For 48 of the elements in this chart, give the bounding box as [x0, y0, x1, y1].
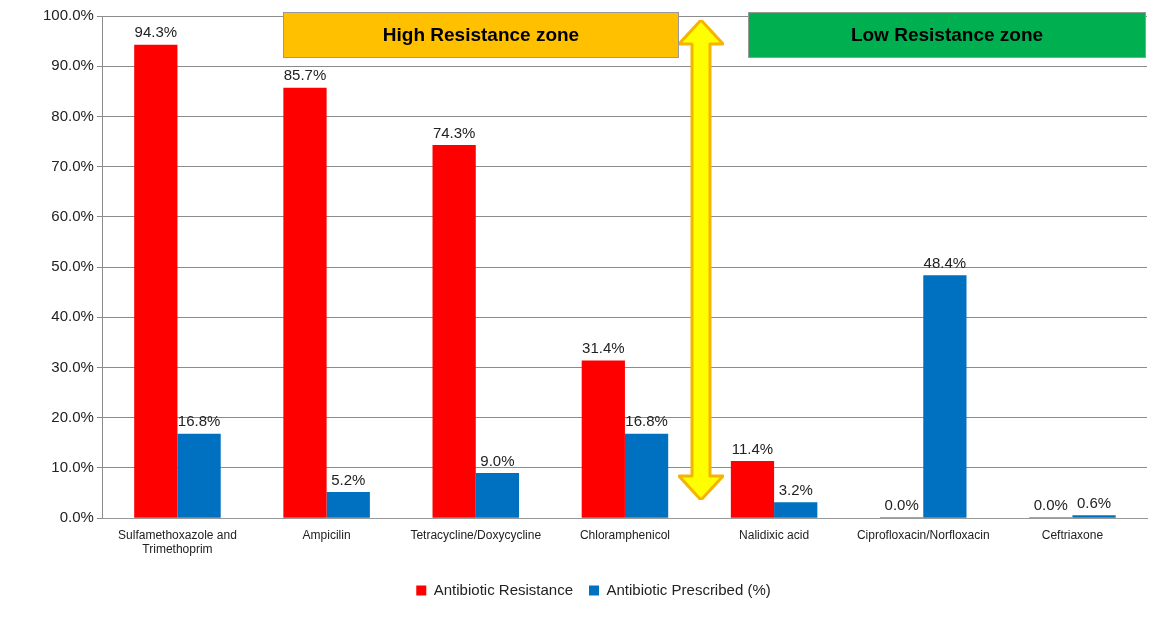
x-tick-label: Nalidixic acid [739, 527, 810, 542]
y-tick-label: 30.0% [51, 357, 94, 375]
y-tick-label: 40.0% [51, 307, 94, 325]
data-label: 74.3% [432, 123, 476, 141]
data-label: 85.7% [283, 66, 327, 84]
bar [581, 360, 625, 518]
data-label: 16.8% [177, 412, 221, 430]
data-label: 94.3% [134, 23, 178, 41]
x-tick-label: Ampicilin [302, 527, 351, 542]
bar [432, 145, 476, 518]
legend-label: Antibiotic Prescribed (%) [606, 580, 771, 598]
bar [475, 473, 520, 518]
data-label: 5.2% [331, 470, 366, 488]
bar [177, 433, 221, 518]
data-label: 9.0% [480, 451, 515, 469]
bar [283, 87, 327, 518]
y-tick-label: 60.0% [51, 207, 94, 225]
y-tick-label: 10.0% [51, 458, 94, 476]
y-tick-label: 80.0% [51, 106, 94, 124]
data-label: 31.4% [582, 339, 625, 357]
x-tick-label: Chloramphenicol [579, 527, 670, 542]
y-tick-label: 70.0% [51, 156, 94, 174]
annotation: High Resistance zone [382, 24, 580, 46]
data-label: 16.8% [625, 412, 668, 430]
legend-label: Antibiotic Resistance [433, 580, 574, 598]
y-tick-label: 20.0% [51, 407, 94, 425]
bar [1072, 515, 1116, 518]
bar [624, 433, 669, 518]
y-tick-label: 50.0% [51, 257, 94, 275]
annotation: Low Resistance zone [850, 24, 1044, 46]
data-label: 0.6% [1076, 493, 1112, 511]
bar [730, 460, 775, 518]
data-label: 3.2% [778, 480, 813, 498]
data-label: 48.4% [923, 253, 967, 271]
x-tick-label: Sulfamethoxazole and Trimethoprim [118, 527, 237, 557]
bar [134, 44, 178, 518]
data-label: 0.0% [884, 495, 919, 513]
y-tick-label: 0.0% [59, 508, 94, 526]
bar [923, 275, 967, 518]
x-tick-label: Ciprofloxacin/Norfloxacin [856, 527, 990, 542]
data-label: 0.0% [1033, 495, 1068, 513]
x-tick-label: Ceftriaxone [1041, 527, 1104, 542]
bar [774, 502, 818, 518]
y-tick-label: 90.0% [51, 56, 94, 74]
data-label: 11.4% [731, 439, 774, 457]
x-tick-label: Tetracycline/Doxycycline [410, 527, 542, 542]
bar [326, 492, 370, 518]
y-tick-label: 100.0% [43, 6, 94, 24]
